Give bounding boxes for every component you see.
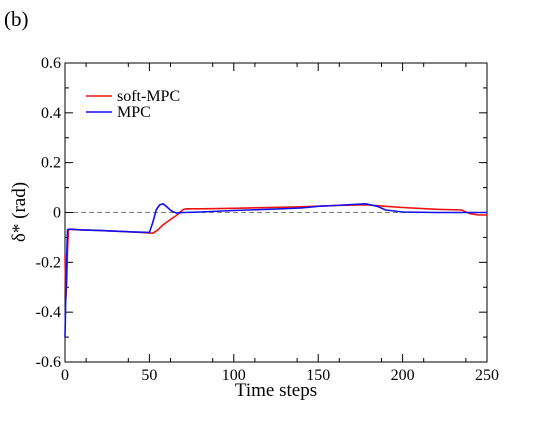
y-tick-label: -0.6 xyxy=(36,354,61,371)
legend: soft-MPC MPC xyxy=(86,88,180,121)
y-tick-label: 0.4 xyxy=(41,105,61,122)
y-tick-label: 0.2 xyxy=(41,155,61,172)
y-tick-label: 0.6 xyxy=(41,55,61,72)
panel-label: (b) xyxy=(4,7,29,31)
series-line-soft-mpc xyxy=(64,204,487,301)
legend-label-mpc: MPC xyxy=(117,104,151,121)
x-tick-label: 150 xyxy=(306,367,330,384)
y-tick-label: -0.4 xyxy=(36,304,61,321)
x-axis-label: Time steps xyxy=(235,380,317,401)
x-tick-labels: 0 50 100 150 200 250 xyxy=(61,367,499,384)
y-axis-label: δ* (rad) xyxy=(9,182,30,242)
y-tick-label: 0 xyxy=(53,205,61,222)
x-tick-label: 200 xyxy=(391,367,415,384)
x-tick-label: 100 xyxy=(222,367,246,384)
y-tick-label: -0.2 xyxy=(36,254,61,271)
legend-label-soft-mpc: soft-MPC xyxy=(117,88,180,105)
y-tick-labels: -0.6 -0.4 -0.2 0 0.2 0.4 0.6 xyxy=(36,55,61,371)
x-tick-label: 50 xyxy=(141,367,157,384)
series-lines xyxy=(64,203,487,338)
x-tick-label: 0 xyxy=(61,367,69,384)
series-line-mpc xyxy=(64,203,487,338)
x-tick-label: 250 xyxy=(475,367,499,384)
